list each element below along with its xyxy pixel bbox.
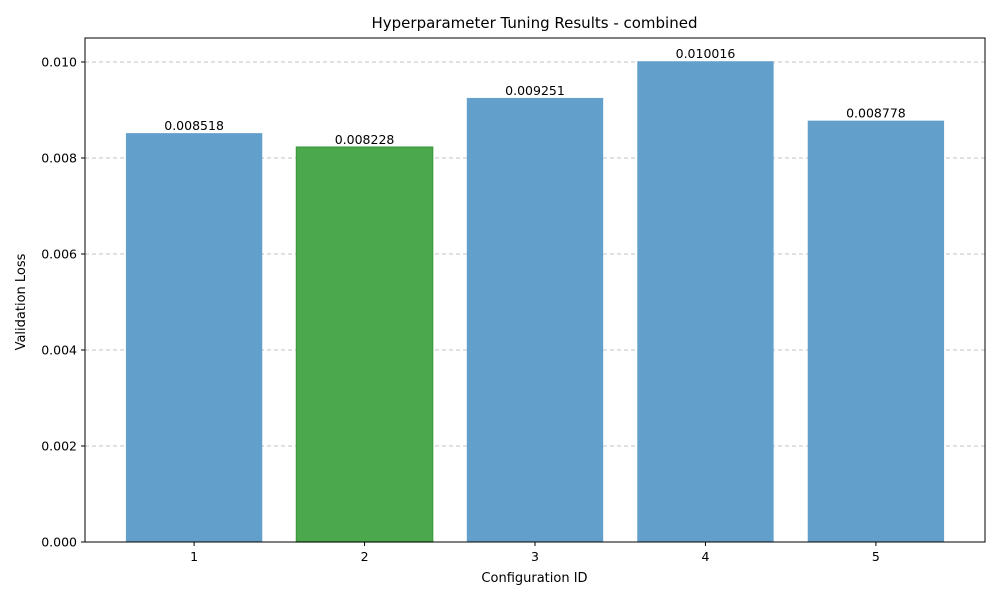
x-tick-label: 1 [190,549,198,564]
x-tick-label: 4 [701,549,709,564]
x-tick-label: 3 [531,549,539,564]
bar-config-3 [466,97,604,543]
chart-title: Hyperparameter Tuning Results - combined [372,14,698,32]
bar-value-label: 0.009251 [505,83,565,98]
x-tick-label: 2 [361,549,369,564]
axis-layer [81,37,986,546]
y-tick-label: 0.004 [41,343,77,358]
y-tick-label: 0.000 [41,535,77,550]
y-tick-label: 0.008 [41,151,77,166]
y-tick-label: 0.006 [41,247,77,262]
y-axis-label: Validation Loss [14,253,29,350]
bar-config-4 [637,61,774,543]
bar-config-1 [125,133,263,543]
bar-value-label: 0.008228 [335,132,395,147]
y-tick-label: 0.002 [41,439,77,454]
x-tick-label: 5 [872,549,880,564]
bar-value-label: 0.008778 [846,106,906,121]
bar-value-label: 0.008518 [164,118,224,133]
bar-layer [125,61,945,543]
label-layer: 0.000 0.002 0.004 0.006 0.008 0.010 0.008518 1 0… [41,46,906,564]
plot-frame [84,37,986,543]
y-tick-label: 0.010 [41,55,77,70]
bar-value-label: 0.010016 [676,46,736,61]
x-axis-label: Configuration ID [481,571,587,586]
bar-config-2 [295,146,434,543]
bar-config-5 [807,120,945,542]
